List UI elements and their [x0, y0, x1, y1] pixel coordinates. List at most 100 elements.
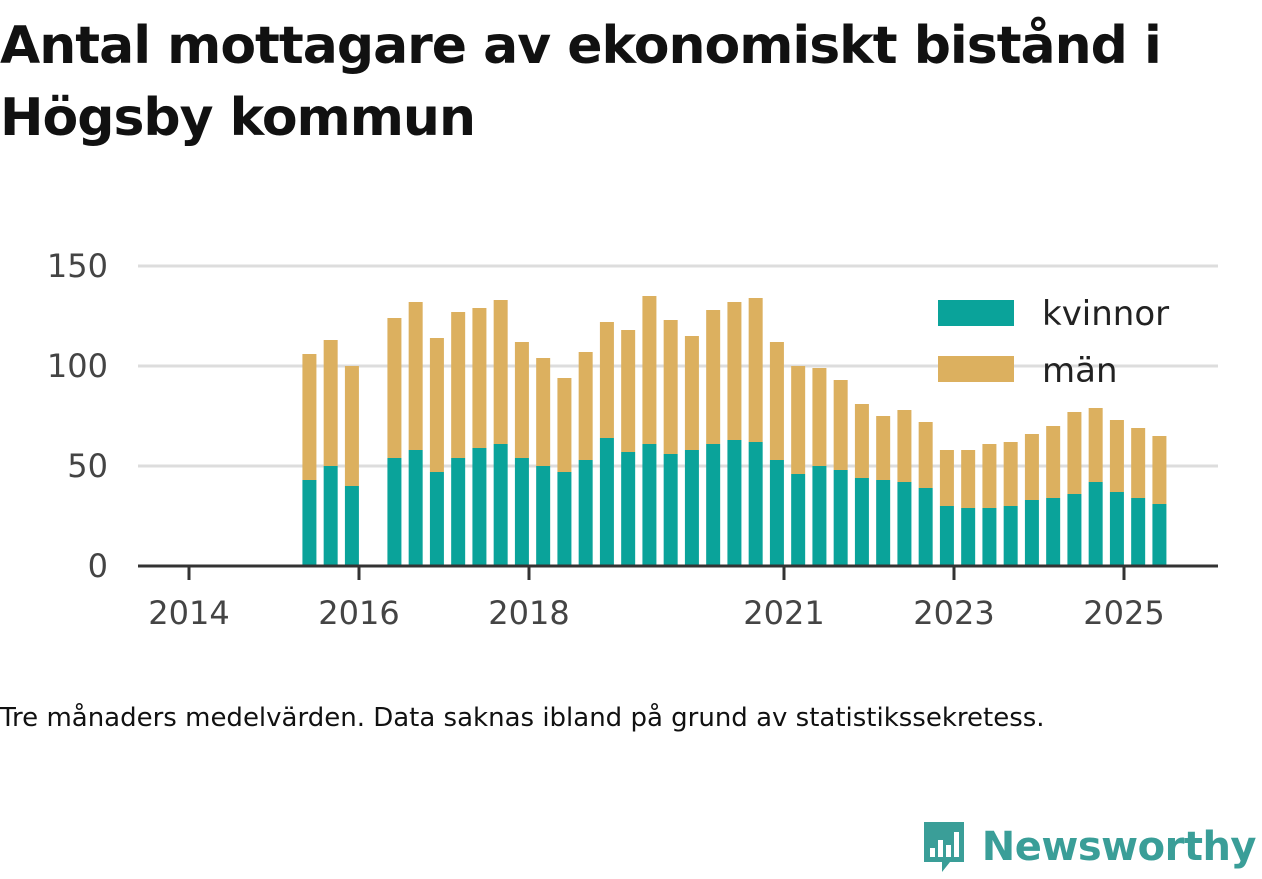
bar-man	[344, 366, 359, 486]
bar-kvinnor	[451, 458, 466, 566]
y-tick-label: 0	[88, 547, 108, 585]
bar-kvinnor	[663, 454, 678, 566]
bar-man	[706, 310, 721, 444]
bar-man	[429, 338, 444, 472]
bar-kvinnor	[387, 458, 402, 566]
bar-kvinnor	[642, 444, 657, 566]
bar-kvinnor	[876, 480, 891, 566]
bar-kvinnor	[748, 442, 763, 566]
bar-kvinnor	[1152, 504, 1167, 566]
bar-man	[1024, 434, 1039, 500]
bar-man	[472, 308, 487, 448]
bar-man	[557, 378, 572, 472]
bar-kvinnor	[1088, 482, 1103, 566]
bar-kvinnor	[1024, 500, 1039, 566]
bar-kvinnor	[727, 440, 742, 566]
bar-man	[939, 450, 954, 506]
y-tick-label: 50	[67, 447, 108, 485]
bar-kvinnor	[1046, 498, 1061, 566]
bar-man	[833, 380, 848, 470]
brand-name: Newsworthy	[981, 824, 1257, 870]
bar-kvinnor	[961, 508, 976, 566]
bar-kvinnor	[897, 482, 912, 566]
bar-kvinnor	[1109, 492, 1124, 566]
bar-kvinnor	[1131, 498, 1146, 566]
bar-man	[1046, 426, 1061, 498]
chart-title: Antal mottagare av ekonomiskt bistånd i …	[0, 16, 1162, 148]
bar-man	[1003, 442, 1018, 506]
bar-kvinnor	[1067, 494, 1082, 566]
bar-kvinnor	[706, 444, 721, 566]
legend-label-man: män	[1042, 351, 1118, 391]
bar-man	[408, 302, 423, 450]
bar-man	[387, 318, 402, 458]
bar-man	[514, 342, 529, 458]
bar-kvinnor	[472, 448, 487, 566]
bar-kvinnor	[1003, 506, 1018, 566]
legend-label-kvinnor: kvinnor	[1042, 294, 1169, 334]
x-axis: 2014 2016 2018 2021 2023 2025	[148, 566, 1165, 632]
bar-man	[897, 410, 912, 482]
x-tick-label: 2025	[1083, 594, 1164, 632]
bar-man	[1109, 420, 1124, 492]
legend-swatch-kvinnor	[938, 300, 1014, 326]
x-tick-label: 2014	[148, 594, 229, 632]
bar-kvinnor	[344, 486, 359, 566]
bar-man	[1067, 412, 1082, 494]
bar-kvinnor	[769, 460, 784, 566]
bar-kvinnor	[791, 474, 806, 566]
bar-kvinnor	[408, 450, 423, 566]
bar-man	[302, 354, 317, 480]
bar-kvinnor	[323, 466, 338, 566]
bar-kvinnor	[599, 438, 614, 566]
bar-man	[684, 336, 699, 450]
bar-kvinnor	[493, 444, 508, 566]
bar-man	[982, 444, 997, 508]
bar-man	[663, 320, 678, 454]
bar-man	[578, 352, 593, 460]
bar-man	[727, 302, 742, 440]
bar-kvinnor	[302, 480, 317, 566]
bar-man	[493, 300, 508, 444]
bars	[302, 296, 1167, 566]
newsworthy-brand[interactable]: Newsworthy	[920, 818, 1257, 876]
bar-man	[812, 368, 827, 466]
bar-man	[1088, 408, 1103, 482]
bar-man	[769, 342, 784, 460]
legend-swatch-man	[938, 356, 1014, 382]
x-tick-label: 2016	[318, 594, 399, 632]
bar-man	[918, 422, 933, 488]
bar-man	[854, 404, 869, 478]
bar-kvinnor	[854, 478, 869, 566]
bar-kvinnor	[918, 488, 933, 566]
x-tick-label: 2021	[743, 594, 824, 632]
bar-man	[961, 450, 976, 508]
bar-kvinnor	[684, 450, 699, 566]
bar-man	[451, 312, 466, 458]
bar-man	[621, 330, 636, 452]
bar-kvinnor	[812, 466, 827, 566]
bar-man	[748, 298, 763, 442]
chart-caption: Tre månaders medelvärden. Data saknas ib…	[0, 703, 1045, 733]
bar-kvinnor	[578, 460, 593, 566]
bar-kvinnor	[429, 472, 444, 566]
bar-man	[323, 340, 338, 466]
y-tick-label: 100	[47, 347, 108, 385]
bar-kvinnor	[833, 470, 848, 566]
y-tick-label: 150	[47, 247, 108, 285]
bar-man	[1131, 428, 1146, 498]
bar-kvinnor	[621, 452, 636, 566]
bar-man	[599, 322, 614, 438]
bar-kvinnor	[536, 466, 551, 566]
bar-man	[642, 296, 657, 444]
bar-chart: 2014 2016 2018 2021 2023 2025 0 50 100 150 kvinn…	[47, 247, 1218, 632]
bar-man	[1152, 436, 1167, 504]
bar-man	[876, 416, 891, 480]
x-tick-label: 2018	[488, 594, 569, 632]
x-tick-label: 2023	[913, 594, 994, 632]
y-axis: 0 50 100 150	[47, 247, 108, 585]
bar-man	[791, 366, 806, 474]
bar-kvinnor	[557, 472, 572, 566]
legend: kvinnor män	[938, 294, 1169, 391]
bar-kvinnor	[514, 458, 529, 566]
